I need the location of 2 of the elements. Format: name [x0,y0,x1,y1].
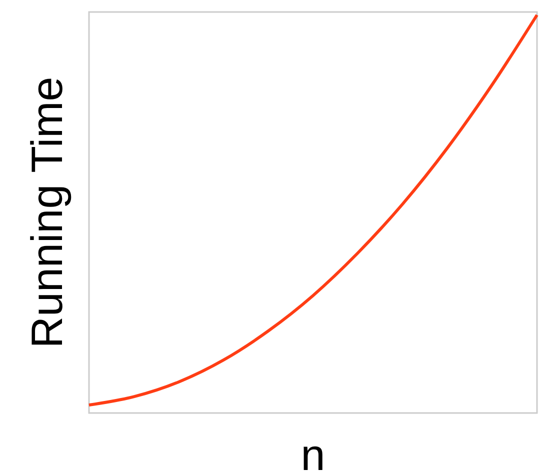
x-axis-title: n [300,431,326,476]
y-axis-title: Running Time [23,76,72,348]
